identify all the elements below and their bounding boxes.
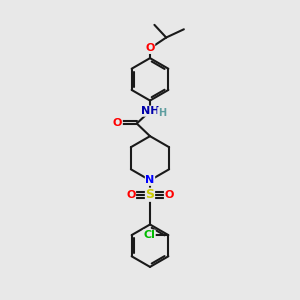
Text: Cl: Cl bbox=[143, 230, 155, 240]
Text: O: O bbox=[164, 190, 174, 200]
Text: O: O bbox=[126, 190, 136, 200]
Text: N: N bbox=[146, 175, 154, 185]
Text: H: H bbox=[158, 108, 166, 118]
Text: NH: NH bbox=[141, 106, 159, 116]
Text: O: O bbox=[145, 44, 155, 53]
Text: O: O bbox=[113, 118, 122, 128]
Text: S: S bbox=[146, 188, 154, 201]
